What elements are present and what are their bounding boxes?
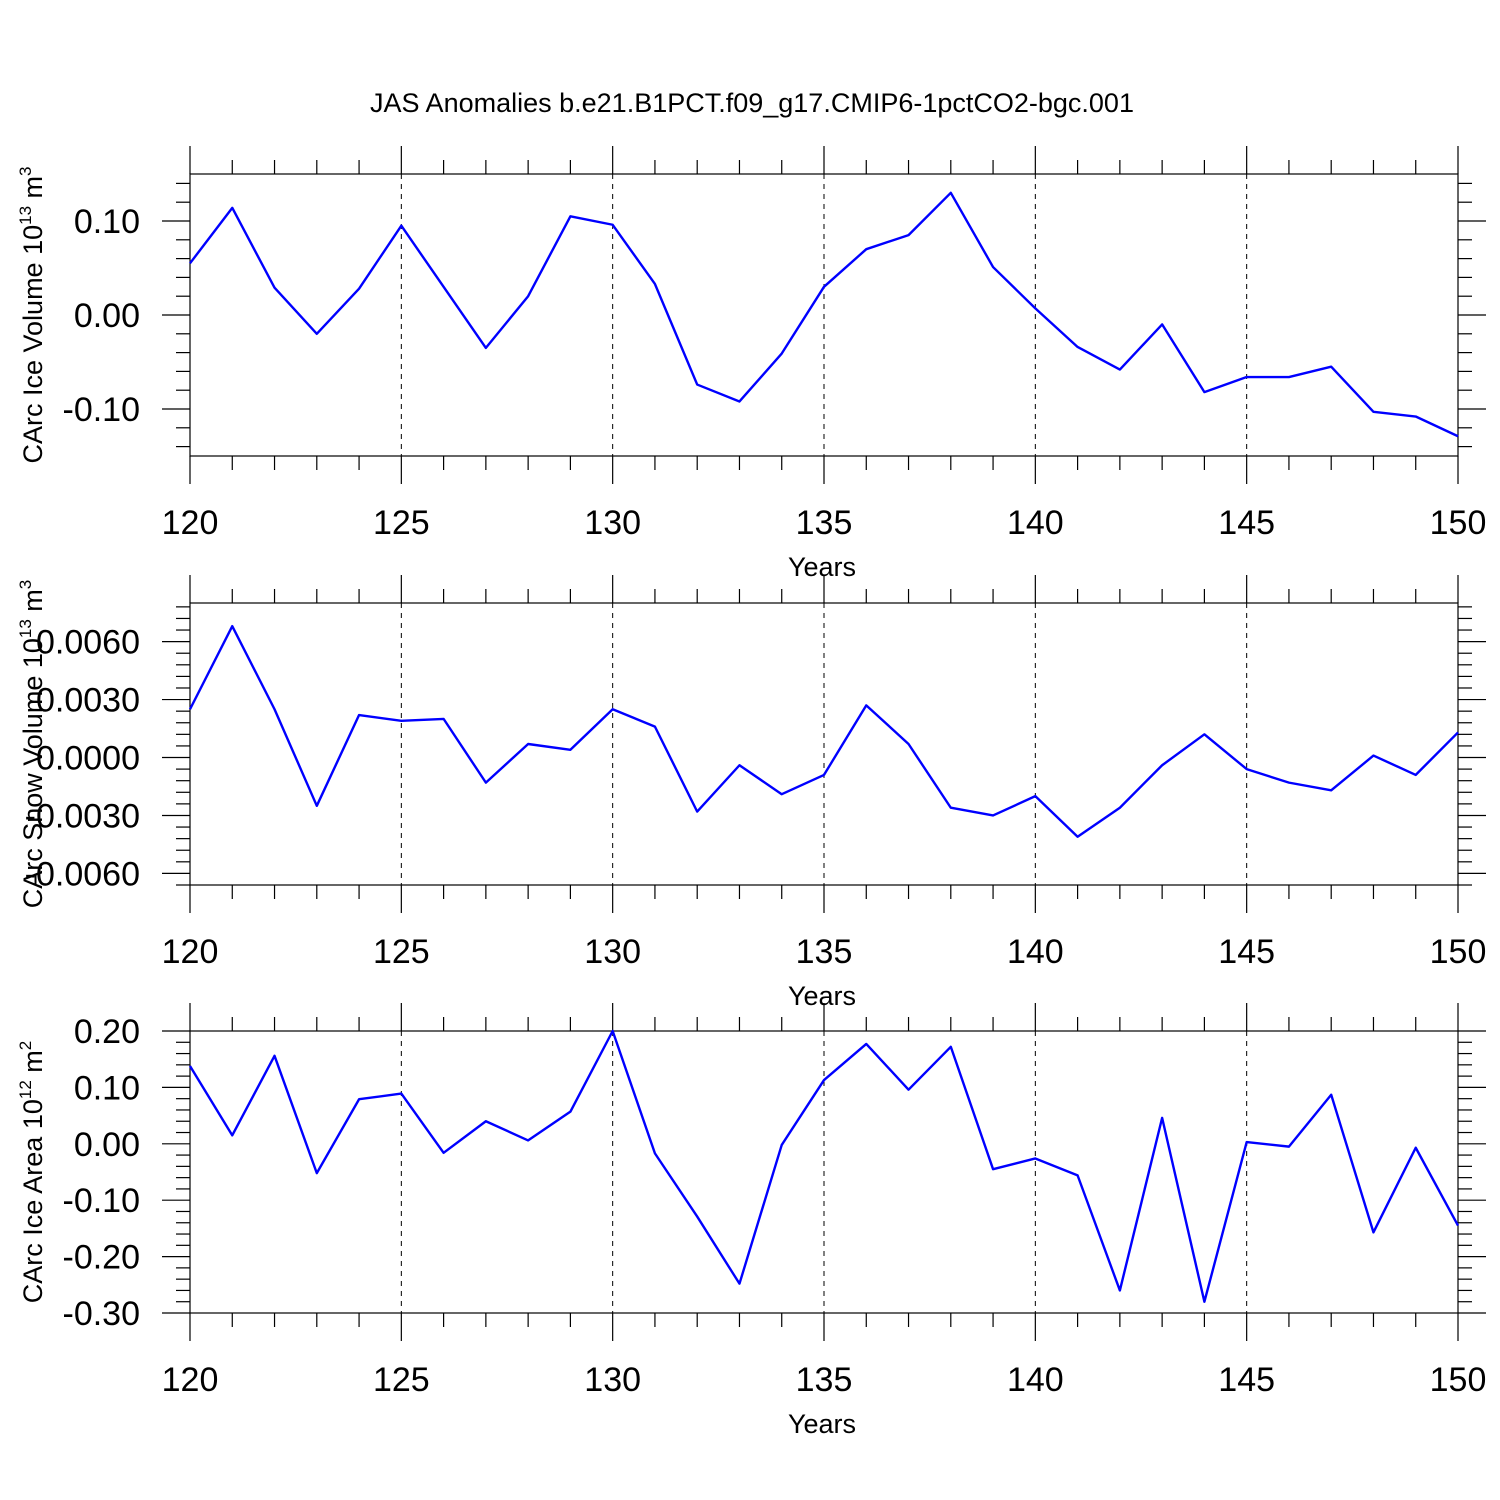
x-tick-label: 120 bbox=[162, 933, 219, 971]
x-tick-label: 130 bbox=[584, 933, 641, 971]
y-axis-label-superscript: 12 bbox=[16, 1080, 35, 1099]
chart-panel-1: 120 125 130 135 140 145 150 Years 0.10 0.00 -0.10 C… bbox=[16, 146, 1486, 582]
y-axis-label-part: m bbox=[18, 1050, 48, 1080]
x-tick-label: 130 bbox=[584, 1361, 641, 1399]
y-axis-label-part: CArc Ice Area 10 bbox=[18, 1099, 48, 1303]
y-tick-label: 0.20 bbox=[74, 1013, 140, 1051]
y-axis-label-part: m bbox=[18, 589, 48, 619]
series-line bbox=[188, 1029, 1460, 1303]
x-tick-label: 125 bbox=[373, 1361, 430, 1399]
x-tick-label: 120 bbox=[162, 504, 219, 542]
y-axis-label: CArc Ice Area 1012 m2 bbox=[16, 1041, 48, 1304]
x-tick-label: 145 bbox=[1218, 933, 1275, 971]
x-tick-label: 145 bbox=[1218, 504, 1275, 542]
y-axis-label-superscript: 13 bbox=[16, 619, 35, 638]
y-tick-label: 0.0030 bbox=[36, 682, 140, 720]
y-axis-label-part: CArc Ice Volume 10 bbox=[18, 225, 48, 464]
y-tick-label: 0.00 bbox=[74, 1126, 140, 1164]
y-axis-label: CArc Ice Volume 1013 m3 bbox=[16, 166, 48, 463]
x-tick-label: 135 bbox=[796, 933, 853, 971]
y-axis-label-superscript: 3 bbox=[16, 166, 35, 175]
series-line bbox=[189, 191, 1459, 438]
x-tick-label: 125 bbox=[373, 504, 430, 542]
x-tick-label: 130 bbox=[584, 504, 641, 542]
chart-panel-2: 120 125 130 135 140 145 150 Years 0.0060 0.0030 0.… bbox=[16, 575, 1486, 1011]
x-tick-label: 120 bbox=[162, 1361, 219, 1399]
x-tick-label: 150 bbox=[1430, 504, 1487, 542]
x-tick-label: 135 bbox=[796, 1361, 853, 1399]
y-tick-label: -0.10 bbox=[63, 1182, 141, 1220]
y-tick-label: 0.0000 bbox=[36, 740, 140, 778]
x-tick-label: 140 bbox=[1007, 1361, 1064, 1399]
x-tick-label: 140 bbox=[1007, 504, 1064, 542]
x-axis-label: Years bbox=[788, 981, 856, 1011]
y-tick-label: 0.10 bbox=[74, 1069, 140, 1107]
y-tick-label: -0.30 bbox=[63, 1295, 141, 1333]
x-tick-label: 135 bbox=[796, 504, 853, 542]
y-axis-label-superscript: 3 bbox=[16, 580, 35, 589]
y-axis-label-superscript: 2 bbox=[16, 1041, 35, 1050]
figure-title: JAS Anomalies b.e21.B1PCT.f09_g17.CMIP6-… bbox=[370, 88, 1134, 118]
x-axis-label: Years bbox=[788, 552, 856, 582]
y-tick-label: -0.10 bbox=[63, 391, 141, 429]
y-tick-label: 0.0060 bbox=[36, 624, 140, 662]
y-axis-label-superscript: 13 bbox=[16, 206, 35, 225]
y-tick-label: -0.0030 bbox=[25, 797, 140, 835]
y-axis-label-part: CArc Snow Volume 10 bbox=[18, 638, 48, 908]
panels: 120 125 130 135 140 145 150 Years 0.10 0.00 -0.10 C… bbox=[16, 146, 1486, 1439]
x-tick-label: 145 bbox=[1218, 1361, 1275, 1399]
y-axis-label-part: m bbox=[18, 176, 48, 206]
y-axis-label: CArc Snow Volume 1013 m3 bbox=[16, 580, 48, 909]
y-tick-label: 0.00 bbox=[74, 297, 140, 335]
y-tick-label: -0.0060 bbox=[25, 855, 140, 893]
x-tick-label: 140 bbox=[1007, 933, 1064, 971]
x-tick-label: 125 bbox=[373, 933, 430, 971]
y-tick-label: 0.10 bbox=[74, 203, 140, 241]
x-axis-label: Years bbox=[788, 1409, 856, 1439]
chart-panel-3: 120 125 130 135 140 145 150 Years 0.20 0.10 0.00 -0… bbox=[16, 1003, 1486, 1439]
y-tick-label: -0.20 bbox=[63, 1239, 141, 1277]
x-tick-label: 150 bbox=[1430, 1361, 1487, 1399]
x-tick-label: 150 bbox=[1430, 933, 1487, 971]
series-line bbox=[188, 624, 1459, 838]
